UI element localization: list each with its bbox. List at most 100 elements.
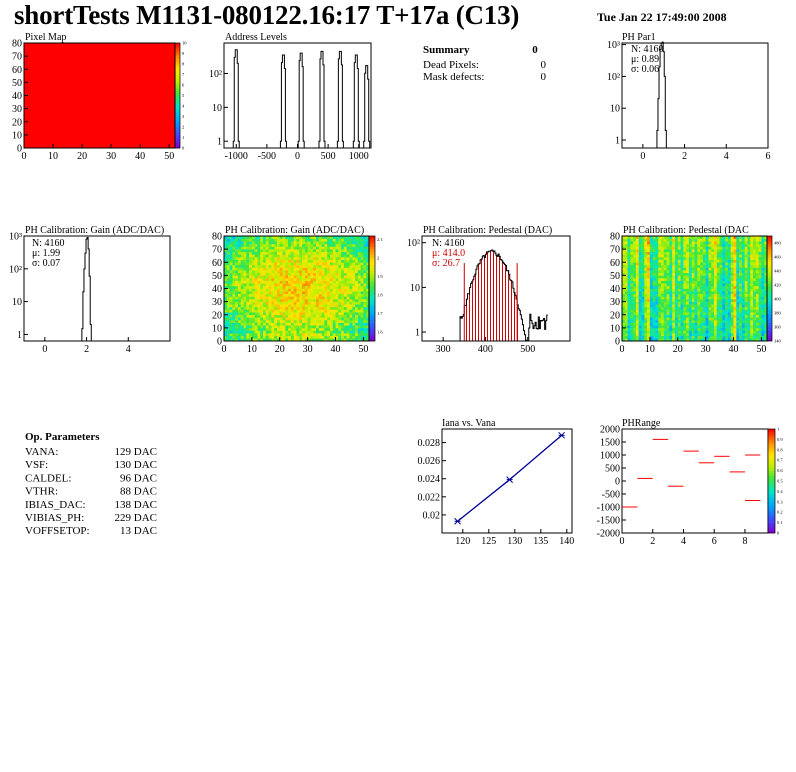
heatmap-cell <box>661 280 665 284</box>
colorbar-cell <box>768 494 775 497</box>
summary-total: 0 <box>532 44 538 56</box>
heatmap-cell <box>655 291 659 295</box>
heatmap-cell <box>268 254 272 258</box>
heatmap-cell <box>700 304 704 308</box>
heatmap-cell <box>627 320 631 323</box>
heatmap-cell <box>661 259 665 263</box>
heatmap-cell <box>658 238 662 242</box>
heatmap-cell <box>302 262 306 266</box>
y-tick-label: 0.026 <box>418 456 441 467</box>
heatmap-cell <box>622 306 626 310</box>
heatmap-cell <box>310 275 314 279</box>
heatmap-cell <box>338 317 342 321</box>
heatmap-cell <box>327 317 331 321</box>
heatmap-cell <box>753 267 757 271</box>
heatmap-cell <box>714 236 718 239</box>
heatmap-cell <box>624 251 628 255</box>
heatmap-cell <box>736 299 740 302</box>
heatmap-cell <box>725 317 729 321</box>
heatmap-cell <box>733 288 737 292</box>
heatmap-cell <box>658 333 662 337</box>
heatmap-cell <box>644 335 648 339</box>
heatmap-cell <box>719 296 723 300</box>
heatmap-cell <box>641 241 645 245</box>
heatmap-cell <box>666 304 670 308</box>
heatmap-cell <box>318 306 322 310</box>
heatmap-cell <box>674 314 679 318</box>
heatmap-cell <box>232 317 236 321</box>
heatmap-cell <box>310 335 314 339</box>
heatmap-cell <box>702 306 706 310</box>
heatmap-cell <box>688 236 693 239</box>
heatmap-cell <box>263 317 267 321</box>
heatmap-cell <box>307 264 311 268</box>
heatmap-cell <box>705 322 709 326</box>
heatmap-cell <box>271 236 275 239</box>
heatmap-cell <box>288 262 292 266</box>
heatmap-cell <box>260 257 264 260</box>
heatmap-cell <box>725 306 729 310</box>
heatmap-cell <box>647 236 651 239</box>
heatmap-cell <box>341 317 345 321</box>
heatmap-cell <box>750 330 754 334</box>
heatmap-cell <box>694 296 698 300</box>
heatmap-cell <box>655 299 659 302</box>
heatmap-cell <box>761 338 765 342</box>
heatmap-cell <box>299 275 303 279</box>
heatmap-cell <box>357 267 361 271</box>
heatmap-cell <box>652 249 656 253</box>
heatmap-cell <box>268 325 272 329</box>
heatmap-cell <box>714 278 718 281</box>
heatmap-cell <box>349 254 353 258</box>
heatmap-cell <box>702 246 706 250</box>
heatmap-cell <box>276 314 281 318</box>
heatmap-cell <box>285 335 289 339</box>
heatmap-cell <box>624 293 628 297</box>
heatmap-cell <box>700 251 704 255</box>
heatmap-cell <box>727 335 732 339</box>
heatmap-cell <box>307 325 311 329</box>
heatmap-cell <box>644 270 648 274</box>
heatmap-cell <box>658 291 662 295</box>
heatmap-cell <box>268 275 272 279</box>
heatmap-cell <box>290 335 295 339</box>
heatmap-cell <box>235 257 239 260</box>
heatmap-cell <box>363 275 367 279</box>
heatmap-cell <box>235 278 239 281</box>
heatmap-cell <box>722 314 726 318</box>
heatmap-cell <box>674 335 679 339</box>
heatmap-cell <box>226 312 230 316</box>
heatmap-cell <box>758 335 762 339</box>
heatmap-cell <box>243 296 247 300</box>
heatmap-cell <box>622 275 626 279</box>
heatmap-cell <box>716 241 720 245</box>
heatmap-cell <box>714 309 718 313</box>
heatmap-cell <box>327 262 331 266</box>
heatmap-cell <box>688 338 693 342</box>
heatmap-cell <box>722 320 726 323</box>
heatmap-cell <box>254 338 258 342</box>
colorbar-cell <box>175 56 180 60</box>
heatmap-cell <box>722 262 726 266</box>
heatmap-cell <box>758 259 762 263</box>
heatmap-cell <box>725 254 729 258</box>
heatmap-cell <box>633 322 637 326</box>
heatmap-cell <box>249 322 253 326</box>
heatmap-cell <box>265 314 269 318</box>
heatmap-cell <box>702 236 706 239</box>
heatmap-cell <box>733 309 737 313</box>
heatmap-cell <box>658 259 662 263</box>
heatmap-cell <box>288 309 292 313</box>
heatmap-cell <box>672 259 676 263</box>
colorbar-cell <box>767 243 772 247</box>
heatmap-cell <box>296 299 300 302</box>
heatmap-cell <box>649 330 653 334</box>
colorbar-tick-label: 1.9 <box>377 274 383 279</box>
heatmap-cell <box>341 272 345 276</box>
heatmap-cell <box>296 257 300 260</box>
heatmap-cell <box>324 254 328 258</box>
heatmap-cell <box>251 257 255 260</box>
heatmap-cell <box>246 325 250 329</box>
heatmap-cell <box>352 251 356 255</box>
heatmap-cell <box>307 330 311 334</box>
